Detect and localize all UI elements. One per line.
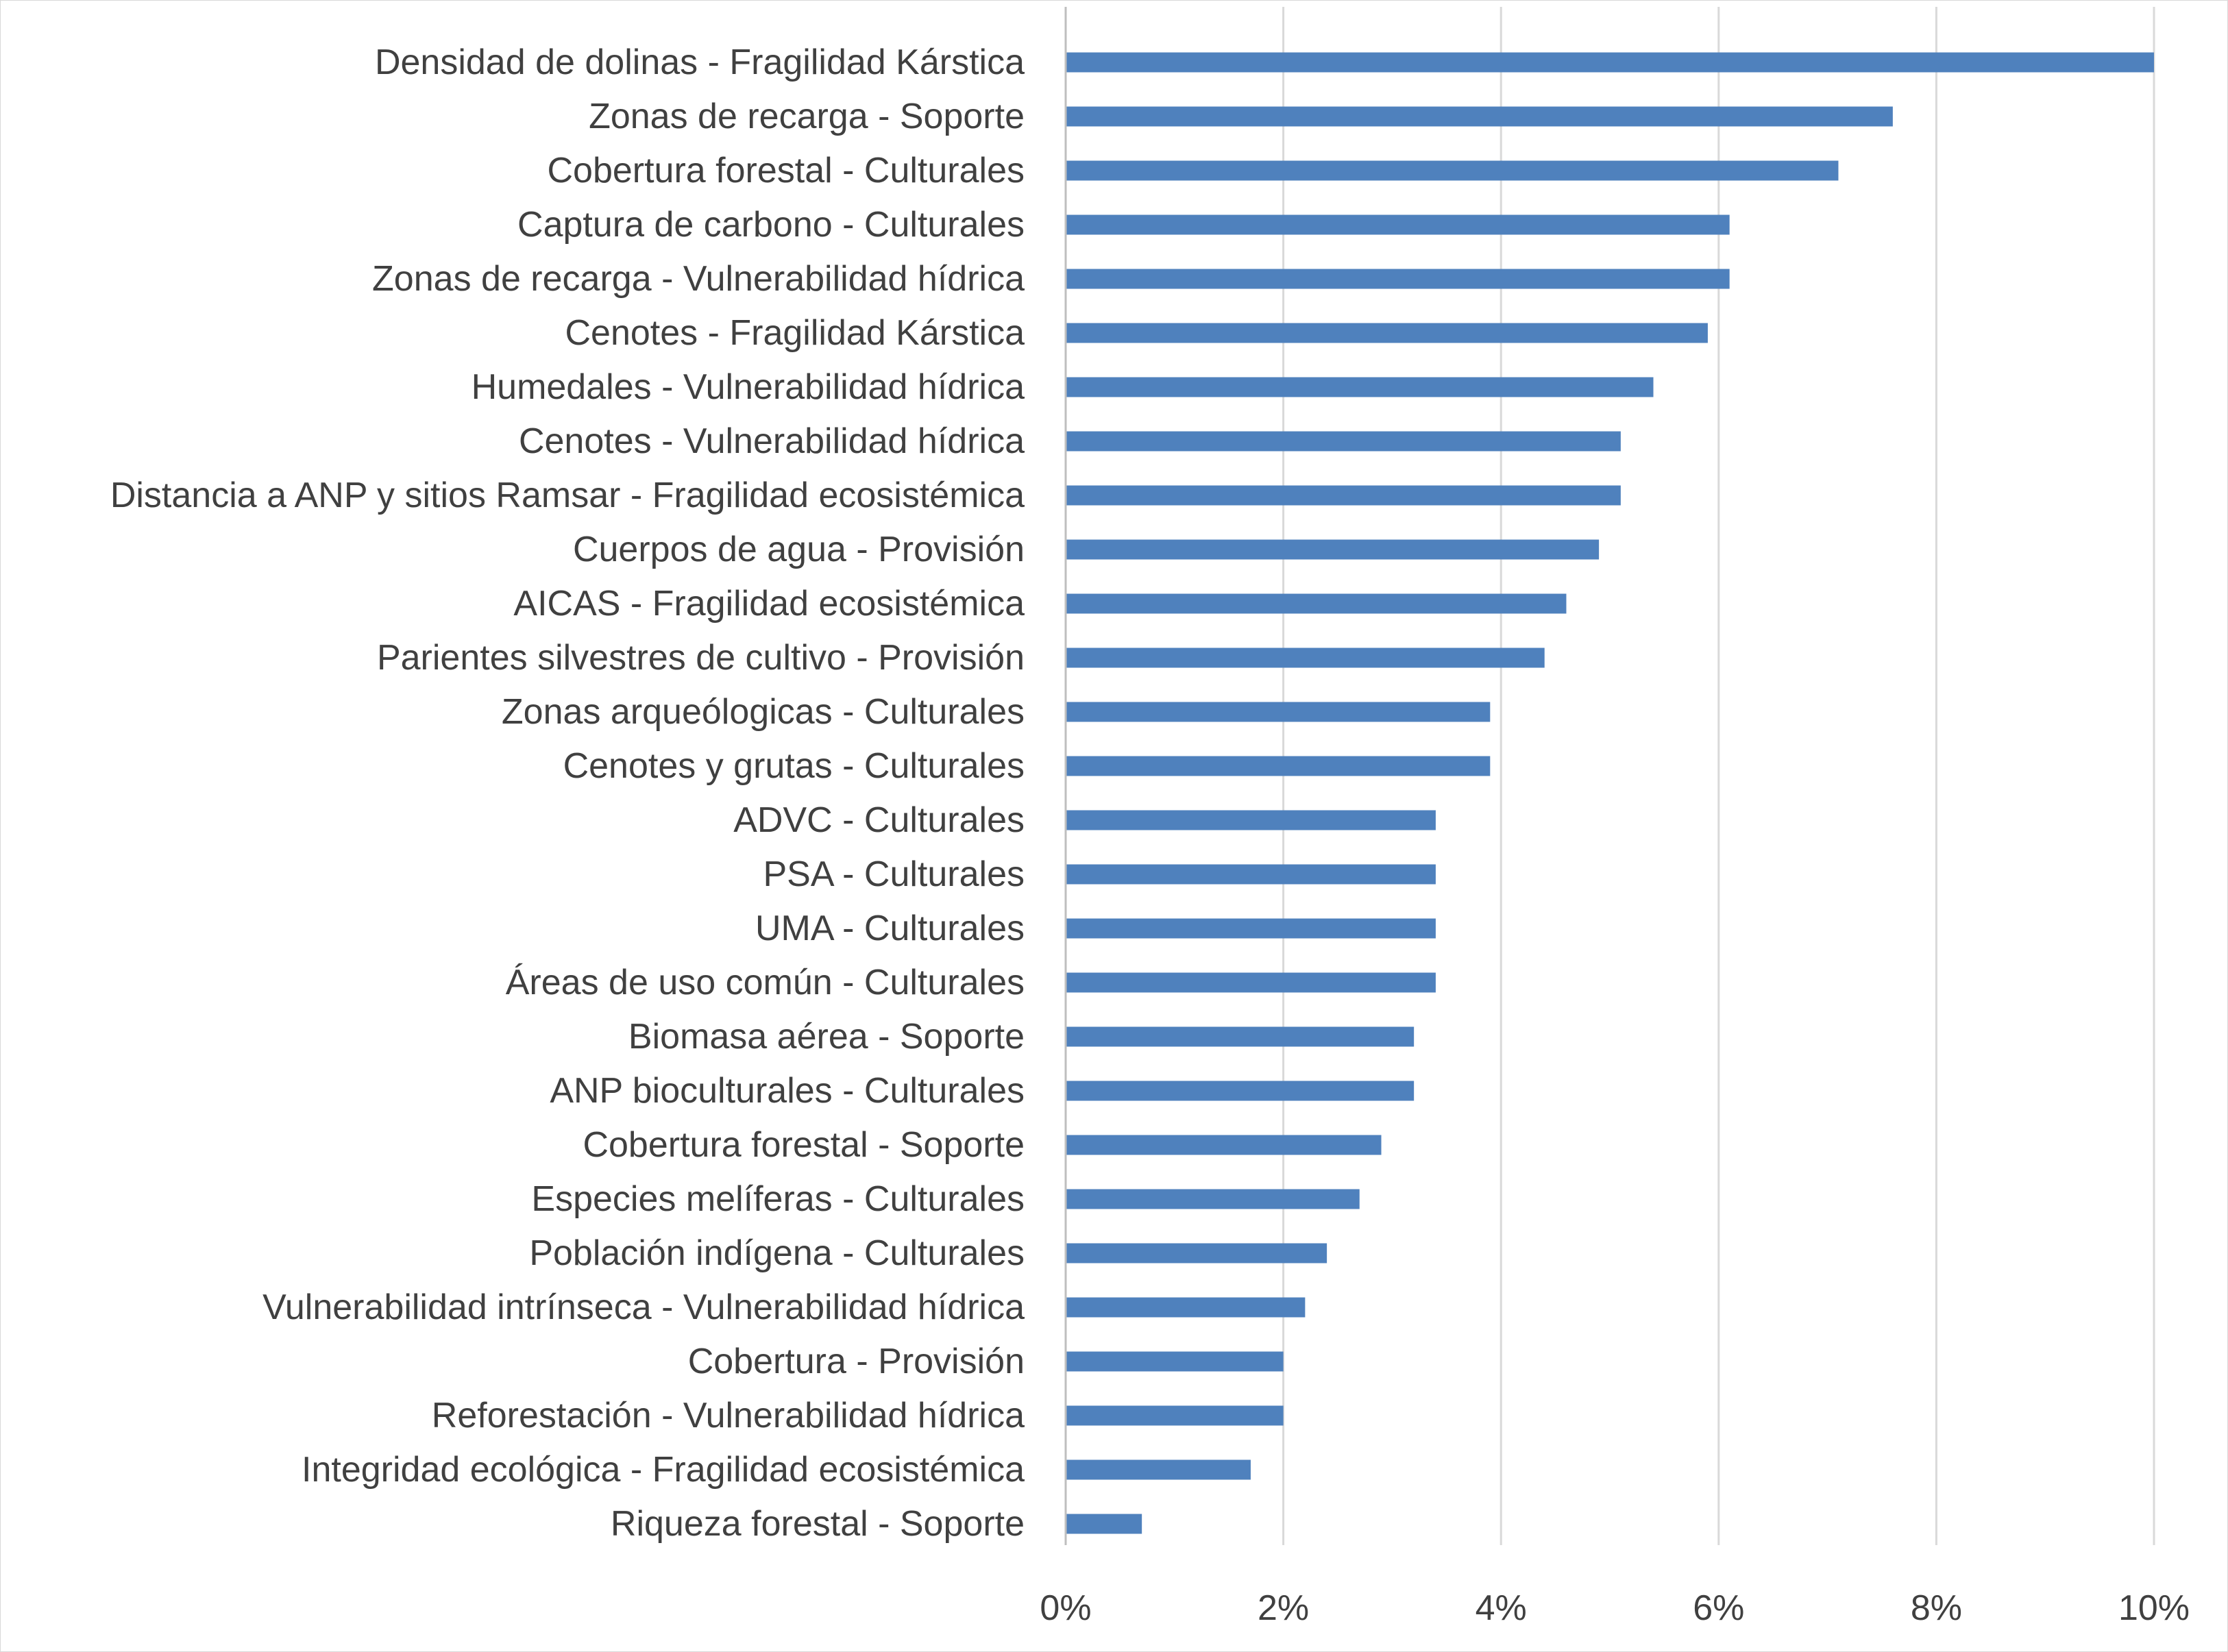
category-label: Áreas de uso común - Culturales (506, 963, 1025, 1002)
category-label: Cenotes - Fragilidad Kárstica (565, 313, 1025, 353)
category-label: Captura de carbono - Culturales (517, 205, 1025, 245)
category-label: Cenotes - Vulnerabilidad hídrica (519, 421, 1025, 461)
x-tick-labels: 0% 2% 4% 6% 8% 10% (1040, 1588, 2190, 1628)
bar (1066, 1459, 1251, 1480)
bar (1066, 1135, 1382, 1155)
x-tick-label: 2% (1258, 1588, 1309, 1628)
x-tick-label: 10% (2118, 1588, 2190, 1628)
bar (1066, 864, 1436, 885)
category-label: Cuerpos de agua - Provisión (573, 530, 1025, 569)
category-label: Cobertura forestal - Culturales (547, 151, 1025, 190)
bar (1066, 214, 1730, 235)
bar (1066, 1081, 1415, 1101)
category-labels: Densidad de dolinas - Fragilidad Kárstic… (110, 42, 1025, 1544)
bar (1066, 756, 1491, 776)
bar (1066, 323, 1708, 343)
category-label: Riqueza forestal - Soporte (611, 1504, 1025, 1544)
bar (1066, 972, 1436, 993)
category-label: Población indígena - Culturales (529, 1233, 1025, 1273)
x-tick-label: 6% (1693, 1588, 1744, 1628)
bar (1066, 593, 1567, 614)
bars (1066, 52, 2154, 1534)
category-label: Parientes silvestres de cultivo - Provis… (377, 638, 1025, 678)
bar (1066, 1351, 1284, 1372)
bar (1066, 160, 1839, 181)
bar (1066, 485, 1621, 506)
bar (1066, 648, 1545, 668)
category-label: Biomasa aérea - Soporte (628, 1017, 1025, 1057)
category-label: Cobertura forestal - Soporte (583, 1125, 1025, 1165)
x-tick-label: 0% (1040, 1588, 1091, 1628)
bar (1066, 106, 1893, 127)
category-label: ADVC - Culturales (733, 800, 1025, 840)
bar (1066, 918, 1436, 939)
bar (1066, 539, 1600, 560)
gridlines (1282, 7, 2155, 1545)
category-label: Especies melíferas - Culturales (531, 1179, 1025, 1219)
category-label: PSA - Culturales (763, 854, 1025, 894)
bar (1066, 1405, 1284, 1426)
category-label: Cenotes y grutas - Culturales (563, 746, 1025, 786)
category-label: Cobertura - Provisión (688, 1342, 1025, 1381)
bar (1066, 1189, 1360, 1209)
x-tick-label: 4% (1476, 1588, 1527, 1628)
bar (1066, 702, 1491, 722)
category-label: Vulnerabilidad intrínseca - Vulnerabilid… (262, 1287, 1025, 1327)
category-label: Reforestación - Vulnerabilidad hídrica (432, 1396, 1025, 1435)
category-label: Integridad ecológica - Fragilidad ecosis… (302, 1450, 1025, 1490)
category-label: AICAS - Fragilidad ecosistémica (513, 584, 1025, 624)
category-label: Zonas de recarga - Vulnerabilidad hídric… (372, 259, 1025, 299)
bar (1066, 810, 1436, 830)
bar (1066, 377, 1654, 397)
bar (1066, 1243, 1327, 1263)
bar (1066, 431, 1621, 452)
bar (1066, 1297, 1306, 1318)
category-label: ANP bioculturales - Culturales (550, 1071, 1025, 1111)
category-label: UMA - Culturales (755, 909, 1025, 948)
bar (1066, 1026, 1415, 1047)
category-label: Densidad de dolinas - Fragilidad Kárstic… (375, 42, 1025, 82)
bar (1066, 269, 1730, 289)
category-label: Zonas arqueólogicas - Culturales (502, 692, 1025, 732)
bar (1066, 1514, 1142, 1534)
category-label: Zonas de recarga - Soporte (589, 97, 1025, 136)
category-label: Humedales - Vulnerabilidad hídrica (472, 367, 1025, 407)
x-tick-label: 8% (1911, 1588, 1962, 1628)
bar (1066, 52, 2154, 73)
category-label: Distancia a ANP y sitios Ramsar - Fragil… (110, 476, 1025, 515)
